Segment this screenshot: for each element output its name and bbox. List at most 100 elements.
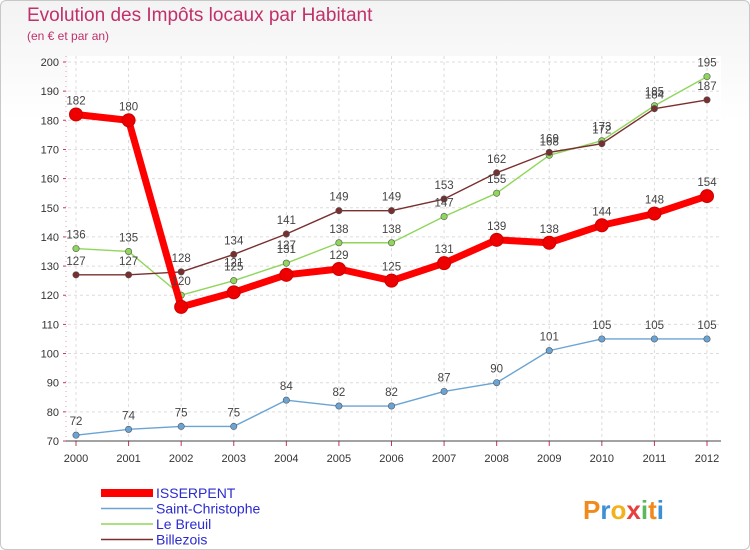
data-point [335, 402, 343, 410]
data-point [650, 335, 658, 343]
data-label: 127 [66, 256, 85, 268]
data-point [279, 267, 294, 282]
data-point [230, 277, 238, 285]
data-point [177, 422, 185, 430]
data-label: 134 [224, 235, 244, 247]
y-tick-label: 80 [47, 407, 59, 419]
data-label: 138 [382, 224, 401, 236]
y-tick-label: 130 [41, 261, 59, 273]
chart-subtitle: (en € et par an) [27, 29, 110, 43]
data-label: 182 [66, 95, 85, 107]
y-tick-label: 180 [41, 115, 59, 127]
data-label: 144 [592, 206, 612, 218]
data-point [703, 335, 711, 343]
legend-label: ISSERPENT [156, 485, 236, 501]
data-label: 84 [280, 381, 293, 393]
data-point [72, 245, 80, 253]
data-point [493, 169, 501, 177]
data-point [121, 113, 136, 128]
data-point [335, 207, 343, 215]
data-label: 187 [697, 81, 716, 93]
data-point [703, 73, 711, 81]
x-tick-label: 2009 [537, 453, 561, 465]
data-point [125, 248, 133, 256]
data-point [437, 256, 452, 271]
data-point [489, 232, 504, 247]
data-label: 185 [645, 87, 664, 99]
data-label: 172 [592, 125, 611, 137]
data-label: 148 [645, 195, 664, 207]
data-label: 131 [277, 244, 296, 256]
data-label: 169 [540, 133, 559, 145]
data-point [72, 431, 80, 439]
data-label: 154 [697, 177, 717, 189]
data-label: 128 [172, 253, 191, 265]
data-label: 195 [697, 58, 716, 70]
legend-label: Saint-Christophe [156, 501, 260, 517]
y-tick-label: 70 [47, 436, 59, 448]
data-point [387, 402, 395, 410]
data-point [282, 396, 290, 404]
data-label: 129 [329, 250, 348, 262]
y-tick-label: 90 [47, 378, 59, 390]
data-point [387, 239, 395, 247]
data-label: 131 [434, 244, 453, 256]
x-tick-label: 2002 [169, 453, 193, 465]
data-label: 149 [329, 192, 348, 204]
data-point [703, 96, 711, 104]
data-label: 138 [540, 224, 559, 236]
data-label: 72 [70, 416, 83, 428]
data-point [650, 105, 658, 113]
data-point [230, 422, 238, 430]
data-label: 138 [329, 224, 348, 236]
data-point [598, 335, 606, 343]
data-point [177, 268, 185, 276]
x-tick-label: 2001 [116, 453, 140, 465]
x-tick-label: 2006 [379, 453, 403, 465]
y-tick-label: 120 [41, 290, 59, 302]
data-point [387, 207, 395, 215]
data-point [545, 148, 553, 156]
brand-logo: Proxiti [583, 495, 664, 525]
data-label: 74 [122, 410, 135, 422]
data-label: 127 [119, 256, 138, 268]
data-label: 105 [592, 320, 611, 332]
y-tick-label: 190 [41, 86, 59, 98]
data-point [335, 239, 343, 247]
data-label: 162 [487, 154, 506, 166]
data-label: 139 [487, 221, 506, 233]
data-point [384, 273, 399, 288]
data-label: 125 [382, 262, 401, 274]
data-point [493, 189, 501, 197]
data-label: 87 [438, 372, 451, 384]
data-label: 135 [119, 233, 138, 245]
data-point [542, 235, 557, 250]
data-point [125, 271, 133, 279]
y-tick-label: 140 [41, 232, 59, 244]
data-point [700, 189, 714, 204]
data-point [440, 213, 448, 221]
x-tick-label: 2005 [327, 453, 351, 465]
data-label: 149 [382, 192, 401, 204]
y-tick-label: 110 [41, 319, 59, 331]
data-point [174, 299, 189, 314]
data-label: 173 [592, 122, 611, 134]
y-tick-label: 100 [41, 349, 59, 361]
x-tick-label: 2010 [590, 453, 614, 465]
data-label: 82 [333, 387, 346, 399]
data-label: 155 [487, 174, 506, 186]
data-label: 184 [645, 90, 665, 102]
data-label: 153 [434, 180, 453, 192]
data-point [125, 425, 133, 433]
data-point [282, 230, 290, 238]
legend-label: Billezois [156, 532, 207, 548]
data-label: 180 [119, 101, 138, 113]
x-tick-label: 2011 [643, 453, 667, 465]
data-label: 75 [175, 407, 188, 419]
data-point [440, 387, 448, 395]
data-point [493, 379, 501, 387]
data-label: 105 [697, 320, 716, 332]
data-label: 168 [540, 136, 559, 148]
data-point [230, 250, 238, 258]
data-point [545, 347, 553, 355]
